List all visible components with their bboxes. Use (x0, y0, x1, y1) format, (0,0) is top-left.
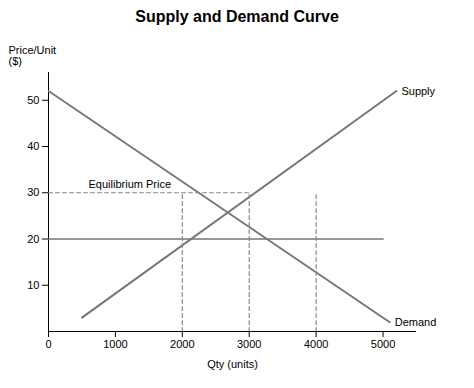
svg-text:4000: 4000 (304, 338, 328, 350)
svg-text:1000: 1000 (103, 338, 127, 350)
svg-text:0: 0 (45, 338, 51, 350)
svg-text:50: 50 (27, 94, 39, 106)
svg-text:3000: 3000 (237, 338, 261, 350)
svg-text:2000: 2000 (170, 338, 194, 350)
svg-text:Supply: Supply (401, 85, 435, 97)
svg-text:Demand: Demand (395, 316, 437, 328)
svg-text:20: 20 (27, 233, 39, 245)
svg-text:10: 10 (27, 279, 39, 291)
svg-text:5000: 5000 (371, 338, 395, 350)
svg-text:40: 40 (27, 140, 39, 152)
svg-text:Equilibrium Price: Equilibrium Price (89, 178, 172, 190)
html-text:Supply and Demand Curve: Supply and Demand Curve (135, 8, 339, 25)
svg-text:Qty (units): Qty (units) (207, 358, 258, 370)
svg-text:Price/Unit($): Price/Unit($) (9, 44, 57, 67)
svg-text:30: 30 (27, 186, 39, 198)
